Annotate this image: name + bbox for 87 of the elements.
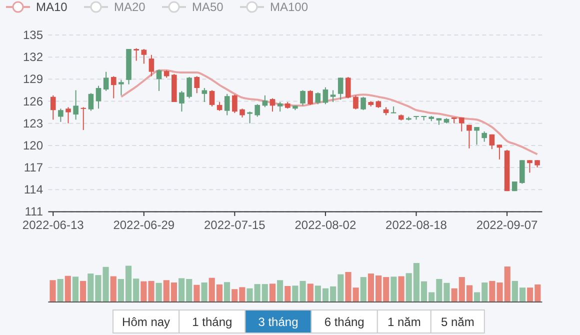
y-tick-label: 117 [24, 160, 44, 175]
candlestick [308, 90, 313, 106]
bar [110, 276, 116, 302]
bar [80, 280, 86, 302]
candlestick [50, 94, 56, 120]
candlestick [254, 104, 260, 118]
candlestick [80, 106, 86, 130]
x-tick-label: 2022-07-15 [204, 218, 266, 232]
bar [57, 278, 64, 302]
candlestick [262, 94, 268, 108]
y-tick-label: 123 [22, 116, 44, 130]
x-tick-label: 2022-06-13 [22, 218, 84, 232]
bar [307, 284, 314, 302]
text: 6 tháng [324, 315, 364, 329]
candlestick [209, 90, 215, 107]
text: 1 năm [387, 315, 421, 329]
bar [390, 276, 397, 302]
bar [72, 276, 79, 302]
bar [277, 280, 284, 302]
candlestick [88, 92, 94, 112]
candlestick [338, 77, 344, 100]
candlestick [496, 144, 502, 160]
candlestick [141, 48, 147, 64]
candlestick [118, 79, 124, 96]
candlestick [527, 160, 532, 174]
candlestick [179, 90, 184, 112]
y-tick-label: 114 [24, 182, 44, 197]
candlestick [466, 124, 472, 149]
candlestick [58, 108, 64, 122]
candlestick [489, 134, 495, 150]
x-tick-label: 2022-08-18 [386, 218, 448, 232]
x-tick-label: 2022-08-02 [294, 218, 356, 232]
x-tick-label: 2022-09-07 [476, 218, 538, 232]
candlestick [247, 111, 252, 124]
bar [156, 282, 162, 302]
candlestick [186, 76, 192, 99]
candlestick [482, 130, 487, 142]
candlestick [194, 76, 200, 94]
candlestick [224, 93, 230, 116]
y-tick-label: 132 [22, 50, 44, 64]
text: Hôm nay [122, 315, 170, 329]
bar [360, 277, 366, 302]
bar [102, 266, 109, 302]
candlestick [73, 90, 78, 120]
candlestick [353, 94, 358, 110]
candlestick [315, 92, 321, 105]
candlestick [300, 90, 306, 106]
text: 1 tháng [192, 315, 232, 329]
candlestick [66, 106, 71, 124]
candlestick [232, 94, 238, 114]
x-tick-label: 2022-06-29 [113, 218, 175, 232]
candlestick [360, 96, 366, 111]
candlestick [458, 116, 464, 132]
candlestick [277, 102, 283, 112]
y-tick-label: 129 [22, 72, 44, 86]
y-tick-label: 111 [24, 204, 44, 219]
candlestick [156, 69, 162, 92]
candlestick [148, 54, 154, 77]
candlestick [346, 76, 351, 99]
legend-label: MA10 [36, 0, 68, 14]
legend-label: MA100 [270, 0, 308, 14]
bar [64, 276, 71, 302]
bar [50, 280, 56, 302]
candlestick [134, 48, 139, 62]
legend-label: MA20 [114, 0, 146, 14]
bar [284, 286, 291, 302]
line-series [120, 69, 538, 156]
bar [201, 282, 208, 302]
candlestick [474, 126, 480, 146]
y-tick-label: 135 [22, 28, 44, 42]
bar [269, 284, 276, 302]
y-tick-label: 126 [22, 94, 44, 108]
y-tick-label: 120 [22, 138, 44, 152]
legend-label: MA50 [192, 0, 224, 14]
candlestick [520, 160, 525, 184]
candlestick [103, 71, 109, 92]
candlestick [110, 76, 116, 99]
candlestick [96, 85, 102, 110]
bar [398, 276, 404, 302]
candlestick [330, 90, 336, 102]
candlestick [270, 98, 276, 112]
bar [194, 284, 200, 302]
candlestick [322, 86, 328, 105]
text: 5 năm [440, 315, 474, 329]
candlestick [202, 88, 208, 102]
text: 3 tháng [258, 315, 298, 329]
bar [224, 282, 230, 302]
